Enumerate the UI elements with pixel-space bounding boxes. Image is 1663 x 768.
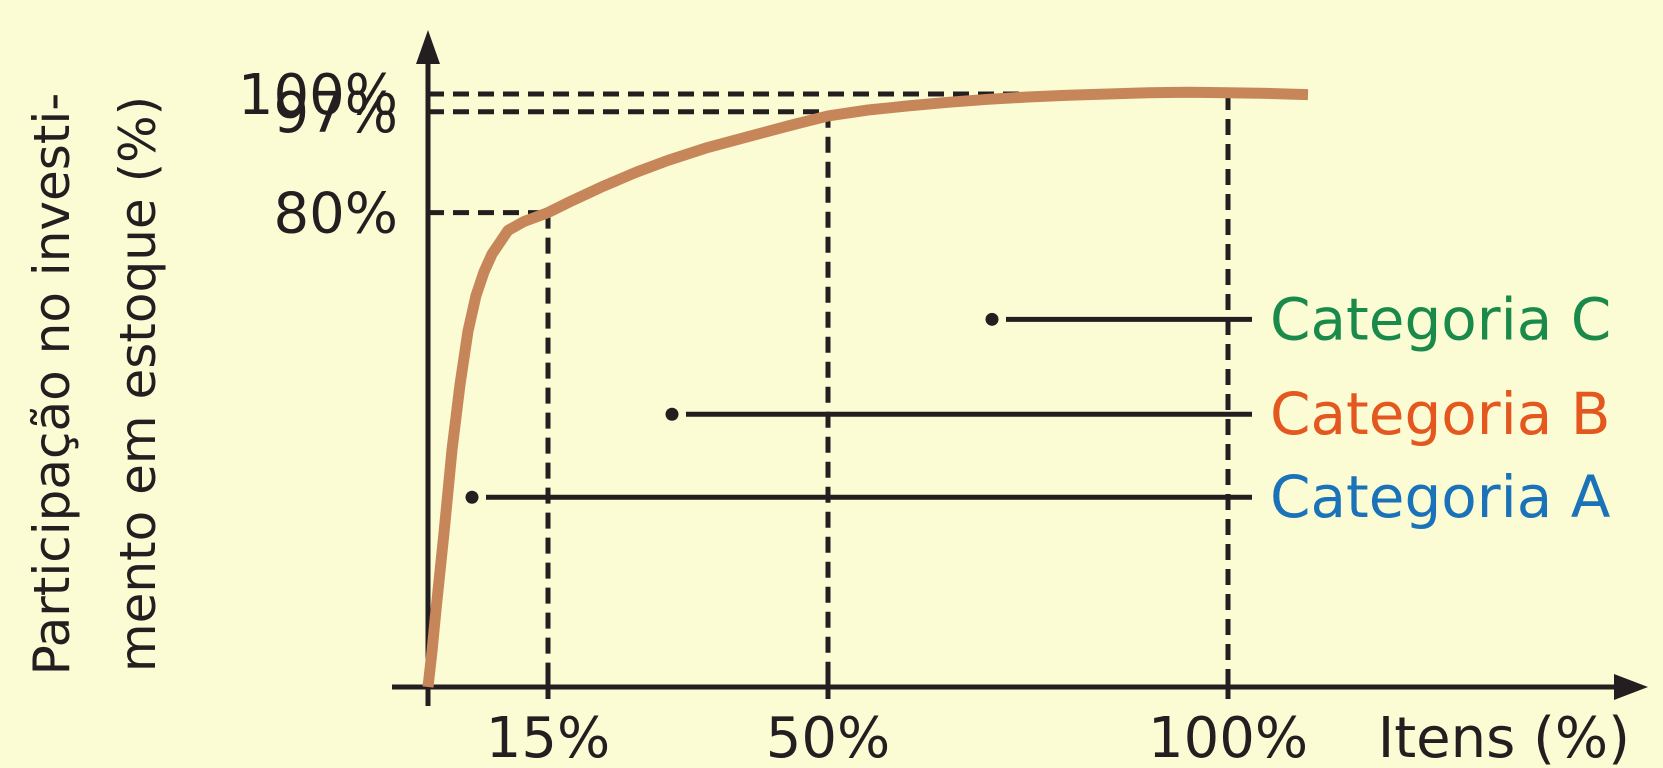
category-label-2: Categoria A [1270, 463, 1611, 531]
category-label-0: Categoria C [1270, 285, 1611, 353]
series-line-0 [422, 86, 1309, 688]
category-dot-0 [985, 312, 999, 326]
category-dot-2 [465, 490, 479, 504]
x-tick-label-1: 50% [766, 706, 890, 768]
y-tick-label-2: 100% [238, 63, 398, 128]
x-axis-label: Itens (%) [1378, 706, 1630, 768]
category-label-1: Categoria B [1270, 380, 1611, 448]
category-dot-1 [665, 407, 679, 421]
y-axis-label-line-2: mento em estoque (%) [109, 95, 167, 673]
y-axis-arrow [416, 30, 440, 64]
y-axis-label: Participação no investi- mento em estoqu… [0, 0, 190, 768]
x-tick-label-0: 15% [486, 706, 610, 768]
x-tick-label-2: 100% [1148, 706, 1308, 768]
y-axis-label-line-1: Participação no investi- [23, 92, 81, 676]
x-axis-arrow [1614, 674, 1648, 700]
y-tick-label-0: 80% [274, 182, 398, 247]
y-tick-label-1: 97% [274, 81, 398, 146]
